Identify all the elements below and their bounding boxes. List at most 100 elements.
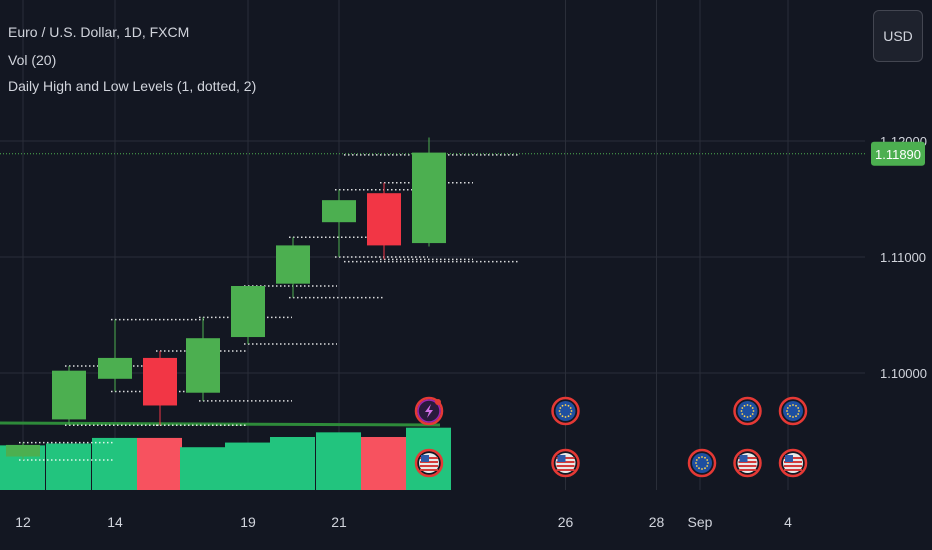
- star: [751, 413, 754, 415]
- eu-flag-icon[interactable]: [778, 396, 808, 426]
- y-tick-label: 1.11000: [880, 250, 926, 265]
- stripe: [556, 469, 575, 471]
- star: [752, 410, 755, 412]
- legend-volume[interactable]: Vol (20): [8, 52, 57, 68]
- lightning-glyph: [425, 404, 433, 418]
- star: [564, 404, 567, 406]
- star: [701, 456, 703, 458]
- star: [698, 456, 700, 459]
- star: [707, 462, 709, 464]
- stripe: [420, 469, 438, 471]
- star: [695, 462, 697, 464]
- canton: [557, 455, 566, 462]
- candle-body[interactable]: [52, 370, 86, 420]
- x-tick-label: 26: [558, 514, 574, 530]
- star: [701, 468, 703, 470]
- star: [706, 459, 709, 461]
- candle-body[interactable]: [143, 357, 177, 406]
- events: [414, 396, 808, 478]
- star: [567, 404, 570, 407]
- lightning-icon[interactable]: [414, 396, 444, 426]
- canton: [785, 455, 793, 462]
- candle-body[interactable]: [322, 200, 356, 223]
- x-tick-label: 12: [15, 514, 31, 530]
- candle-body[interactable]: [98, 357, 132, 379]
- star: [706, 465, 709, 467]
- star: [561, 415, 564, 418]
- event-fill: [783, 401, 803, 421]
- star: [795, 415, 797, 418]
- eu-flag-icon[interactable]: [733, 396, 762, 426]
- legend-symbol[interactable]: Euro / U.S. Dollar, 1D, FXCM: [8, 24, 190, 40]
- us-flag-icon[interactable]: [414, 448, 444, 478]
- star: [746, 416, 749, 418]
- star: [751, 407, 754, 409]
- star: [569, 413, 572, 415]
- candle-body[interactable]: [186, 338, 220, 393]
- star: [792, 404, 794, 406]
- canton: [421, 455, 429, 462]
- last-price-badge: [871, 141, 925, 166]
- star: [795, 404, 797, 407]
- currency-button[interactable]: USD: [873, 10, 923, 62]
- candle-body[interactable]: [367, 193, 401, 246]
- x-tick-label: 14: [107, 514, 123, 530]
- volume-ma-line: [0, 421, 441, 427]
- x-tick-label: 28: [649, 514, 665, 530]
- volume-bar: [46, 443, 91, 490]
- star: [749, 415, 752, 418]
- x-tick-label: 21: [331, 514, 347, 530]
- star: [704, 456, 706, 459]
- legend-indicator[interactable]: Daily High and Low Levels (1, dotted, 2): [8, 78, 257, 94]
- star: [749, 404, 752, 407]
- star: [704, 467, 706, 470]
- volume-pane: [0, 421, 451, 490]
- volume-bar: [137, 437, 182, 490]
- star: [797, 413, 800, 415]
- us-flag-icon[interactable]: [778, 448, 808, 478]
- candle-body[interactable]: [231, 286, 265, 338]
- event-fill: [555, 401, 576, 421]
- candle-body[interactable]: [412, 152, 446, 244]
- star: [789, 415, 791, 418]
- star: [698, 467, 700, 470]
- notification-dot: [435, 399, 441, 405]
- event-fill: [737, 401, 758, 421]
- star: [792, 416, 794, 418]
- star: [740, 410, 743, 412]
- star: [564, 416, 567, 418]
- stripe: [784, 469, 802, 471]
- candles: [6, 137, 446, 460]
- candle-body[interactable]: [276, 245, 310, 284]
- star: [797, 407, 800, 409]
- star: [570, 410, 573, 412]
- stripe: [556, 465, 575, 467]
- star: [569, 407, 572, 409]
- volume-bar: [361, 436, 406, 490]
- star: [743, 415, 746, 418]
- volume-bar: [225, 442, 270, 490]
- star: [559, 407, 562, 409]
- us-flag-icon[interactable]: [733, 448, 762, 478]
- x-tick-label: 19: [240, 514, 256, 530]
- eu-flag-icon[interactable]: [551, 396, 580, 426]
- star: [561, 404, 564, 407]
- star: [741, 413, 744, 415]
- star: [786, 407, 789, 409]
- stripe: [420, 465, 438, 467]
- eu-flag-icon[interactable]: [687, 448, 717, 478]
- star: [798, 410, 800, 412]
- volume-bar: [316, 432, 361, 490]
- stripe: [738, 469, 757, 471]
- star: [695, 465, 698, 467]
- last-price-label: 1.11890: [875, 147, 921, 162]
- us-flag-icon[interactable]: [551, 448, 580, 478]
- stripe: [738, 465, 757, 467]
- y-tick-label: 1.10000: [880, 366, 927, 381]
- star: [786, 410, 788, 412]
- volume-bar: [92, 437, 137, 490]
- candle-body[interactable]: [6, 444, 40, 457]
- stripe: [784, 465, 802, 467]
